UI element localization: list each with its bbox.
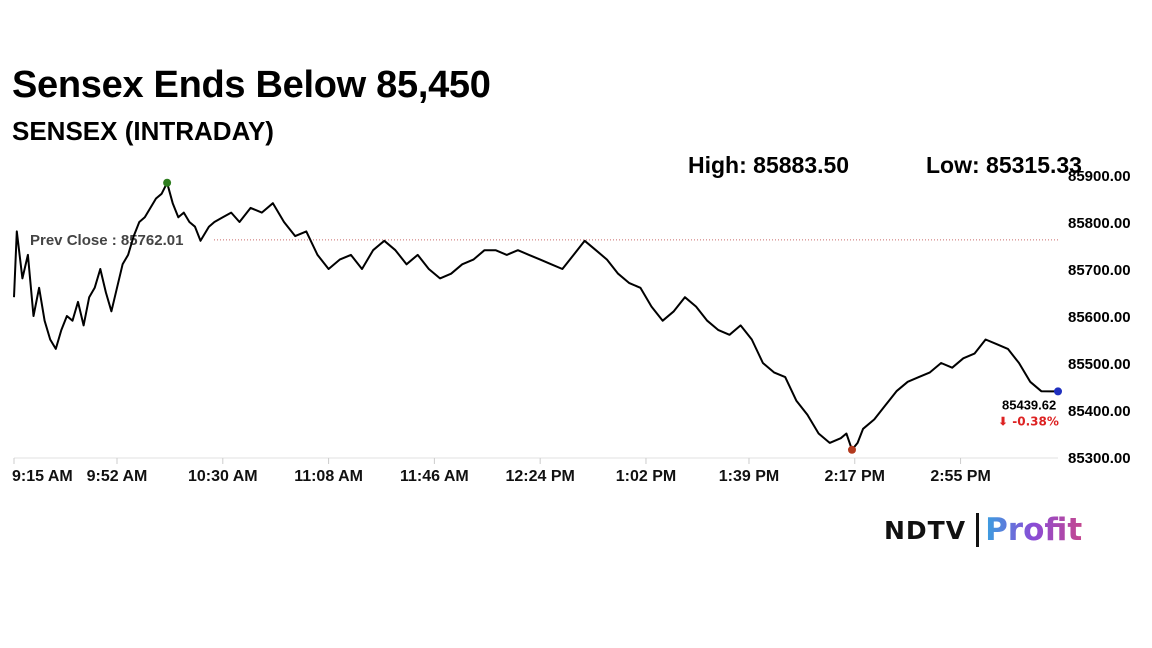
x-tick-label: 1:02 PM — [616, 468, 676, 485]
x-tick-label: 12:24 PM — [505, 468, 574, 485]
y-tick-label: 85900.00 — [1068, 168, 1131, 185]
marker-layer — [163, 178, 1062, 454]
y-tick-label: 85300.00 — [1068, 450, 1131, 467]
x-tick-label: 9:15 AM — [12, 468, 73, 485]
sensex-line — [13, 181, 1058, 451]
logo-ndtv-text: NDTV — [884, 515, 967, 545]
x-tick-label: 9:52 AM — [87, 468, 148, 485]
change-label: ⬇ -0.38% — [998, 414, 1059, 428]
logo-divider — [976, 513, 980, 547]
prev-close-label: Prev Close : 85762.01 — [30, 232, 183, 249]
last-marker — [1054, 387, 1062, 396]
high-value: High: 85883.50 — [688, 152, 850, 178]
y-tick-label: 85600.00 — [1068, 309, 1131, 326]
x-tick-label: 11:08 AM — [294, 468, 363, 485]
logo-profit-text: Profit — [985, 512, 1083, 548]
chart-title: SENSEX (INTRADAY) — [12, 116, 274, 146]
low-value: Low: 85315.33 — [926, 152, 1082, 178]
headline: Sensex Ends Below 85,450 — [12, 64, 491, 106]
y-tick-label: 85800.00 — [1068, 215, 1131, 232]
axis-layer: 85300.00 85400.00 85500.00 85600.00 85700.00… — [12, 168, 1131, 485]
x-tick-label: 10:30 AM — [188, 468, 258, 485]
x-tick-label: 2:17 PM — [825, 468, 885, 485]
low-marker — [847, 445, 856, 454]
high-marker — [163, 178, 172, 187]
ndtv-profit-logo: NDTV Profit — [884, 510, 1082, 550]
x-tick-label: 11:46 AM — [400, 468, 469, 485]
y-tick-label: 85700.00 — [1068, 262, 1131, 279]
x-tick-label: 1:39 PM — [719, 468, 779, 485]
last-value-label: 85439.62 — [1002, 397, 1056, 412]
y-tick-label: 85500.00 — [1068, 356, 1131, 373]
x-tick-label: 2:55 PM — [930, 468, 990, 485]
y-tick-label: 85400.00 — [1068, 403, 1131, 420]
